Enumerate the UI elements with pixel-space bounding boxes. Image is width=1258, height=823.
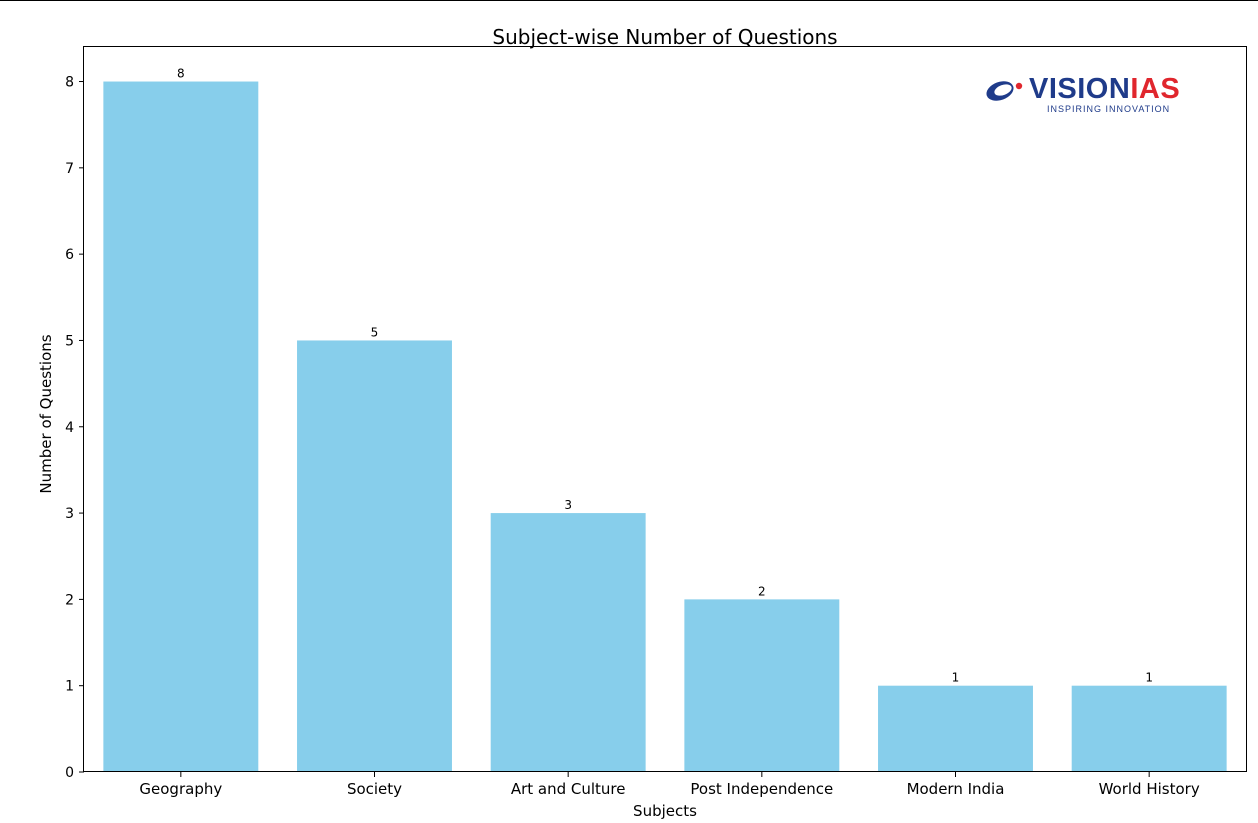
x-tick-label: Modern India — [907, 780, 1005, 798]
bar — [297, 340, 452, 772]
x-tick-label: Society — [347, 780, 402, 798]
bars-group — [103, 81, 1227, 773]
x-tick-label: World History — [1099, 780, 1200, 798]
y-tick-label: 7 — [65, 161, 74, 177]
logo-wordmark: VISIONIAS — [1029, 72, 1180, 106]
bar — [684, 599, 840, 772]
bar-value-label: 1 — [1145, 671, 1153, 685]
logo-word-ias: IAS — [1130, 73, 1181, 105]
bar-value-label: 5 — [371, 325, 379, 339]
bar-labels-group: 8 5 3 2 1 1 — [177, 67, 1153, 685]
bar — [103, 81, 259, 773]
y-tick-label: 2 — [65, 592, 74, 608]
plot-frame — [83, 46, 1247, 772]
chart-title: Subject-wise Number of Questions — [492, 25, 837, 49]
y-tick-label: 8 — [65, 75, 74, 91]
x-axis-label: Subjects — [633, 802, 697, 820]
top-border — [0, 0, 1258, 1]
bar — [1071, 685, 1227, 772]
x-tick-label: Art and Culture — [511, 780, 626, 798]
bar-value-label: 3 — [564, 498, 572, 512]
logo-word-vision: VISION — [1029, 73, 1131, 105]
logo-swoosh-icon — [986, 81, 1023, 101]
bar-value-label: 1 — [952, 671, 960, 685]
y-tick-label: 6 — [65, 247, 74, 263]
bar — [878, 685, 1033, 772]
logo-tagline: INSPIRING INNOVATION — [1047, 104, 1171, 114]
bar-value-label: 8 — [177, 67, 185, 81]
y-tick-label: 0 — [65, 765, 74, 781]
y-tick-label: 3 — [65, 506, 74, 522]
y-axis-label: Number of Questions — [37, 334, 55, 493]
y-tick-label: 5 — [65, 333, 74, 349]
x-axis-ticks: Geography Society Art and Culture Post Inde… — [139, 772, 1200, 798]
y-tick-label: 1 — [65, 679, 74, 695]
bar-value-label: 2 — [758, 584, 766, 598]
x-tick-label: Post Independence — [690, 780, 833, 798]
y-tick-label: 4 — [65, 420, 74, 436]
visionias-logo: VISIONIAS INSPIRING INNOVATION — [985, 72, 1200, 120]
bar — [490, 513, 646, 772]
x-tick-label: Geography — [139, 780, 222, 798]
y-axis-ticks: 0 1 2 3 4 5 6 7 8 — [65, 75, 84, 781]
